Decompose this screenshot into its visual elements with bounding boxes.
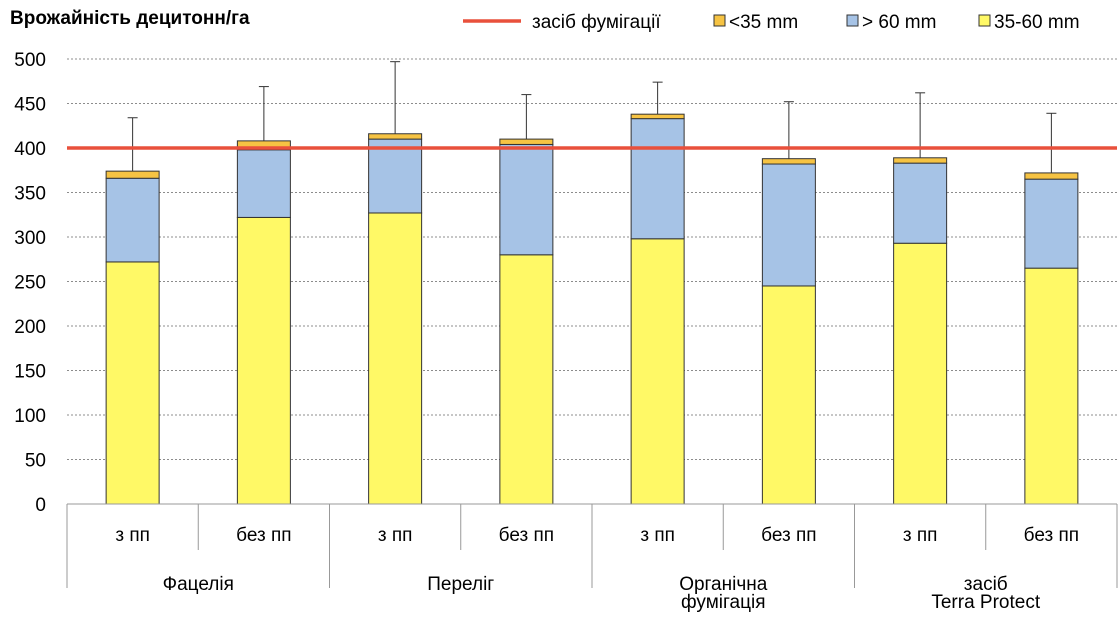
y-tick-label: 250 — [14, 273, 46, 294]
group-label: Органічна — [679, 574, 768, 595]
y-tick-label: 200 — [14, 317, 46, 338]
y-axis-ticks: 0 50 100 150 200 250 300 350 400 450 500 — [14, 50, 46, 516]
bar-segment — [761, 163, 816, 287]
category-label: з пп — [378, 525, 413, 546]
y-tick-label: 50 — [25, 451, 46, 472]
legend-swatch — [846, 14, 859, 27]
bar-segment — [893, 157, 948, 164]
bar-segment — [1024, 172, 1079, 180]
category-label: з пп — [115, 525, 150, 546]
bar-segment — [368, 212, 423, 505]
bar-segment — [236, 149, 291, 218]
bar-segment — [368, 138, 423, 214]
legend-label: > 60 mm — [862, 12, 936, 33]
gridlines — [67, 58, 1117, 460]
bar-segment — [630, 113, 685, 120]
bar-segment — [105, 261, 160, 505]
y-tick-label: 350 — [14, 184, 46, 205]
bar-segment — [499, 254, 554, 505]
category-label: без пп — [761, 525, 816, 546]
chart-title: Врожайність децитонн/га — [10, 8, 250, 29]
legend-label: <35 mm — [729, 12, 798, 33]
bar-segment — [499, 138, 554, 145]
y-tick-label: 300 — [14, 228, 46, 249]
error-bars — [127, 61, 1057, 173]
category-label: без пп — [1024, 525, 1079, 546]
y-tick-label: 0 — [35, 495, 46, 516]
legend-label: 35-60 mm — [994, 12, 1080, 33]
y-tick-label: 500 — [14, 50, 46, 71]
bar-segment — [1024, 267, 1079, 505]
legend: засіб фумігації <35 mm > 60 mm 35-60 mm — [463, 12, 1080, 33]
bar-segment — [893, 162, 948, 244]
bar-segment — [368, 133, 423, 140]
bar-segment — [1024, 178, 1079, 269]
category-labels: з пп без пп з пп без пп з пп без пп з пп без пп — [115, 525, 1079, 546]
bar-segment — [761, 285, 816, 505]
category-label: з пп — [903, 525, 938, 546]
category-label: без пп — [499, 525, 554, 546]
y-tick-label: 400 — [14, 139, 46, 160]
category-label: з пп — [640, 525, 675, 546]
legend-swatch — [978, 14, 991, 27]
bar-segment — [105, 170, 160, 179]
x-axis — [66, 503, 1118, 588]
group-label: Фацелія — [163, 574, 234, 595]
group-label: засіб — [964, 574, 1008, 595]
y-tick-label: 100 — [14, 406, 46, 427]
legend-swatch — [713, 14, 726, 27]
bar-segment — [630, 118, 685, 240]
bar-segment — [236, 216, 291, 505]
bar-segment — [761, 158, 816, 165]
y-tick-label: 150 — [14, 362, 46, 383]
group-label: Terra Protect — [931, 592, 1040, 613]
group-label: фумігація — [681, 592, 765, 613]
group-label: Переліг — [427, 574, 494, 595]
y-tick-label: 450 — [14, 95, 46, 116]
bar-segment — [499, 143, 554, 256]
bar-segment — [893, 242, 948, 505]
bar-segment — [105, 177, 160, 263]
bar-segment — [630, 238, 685, 505]
legend-label: засіб фумігації — [532, 12, 661, 33]
bars — [105, 113, 1079, 505]
category-label: без пп — [236, 525, 291, 546]
